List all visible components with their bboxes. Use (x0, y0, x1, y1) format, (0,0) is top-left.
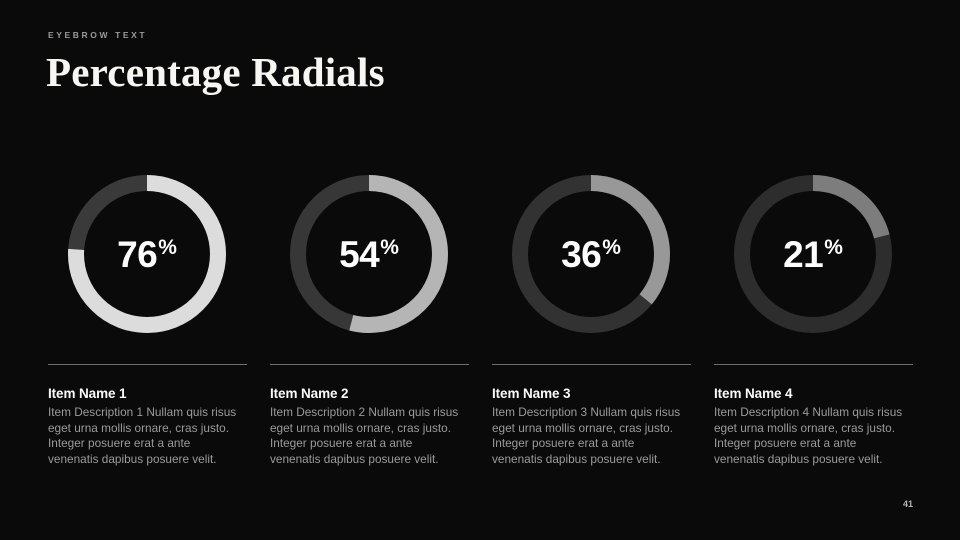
page-number: 41 (902, 499, 913, 509)
page-title: Percentage Radials (46, 49, 385, 95)
percent-label-2: 54 % (290, 175, 448, 333)
donut-chart-2: 54 % (290, 175, 448, 333)
donut-svg-4 (734, 175, 892, 333)
percent-sign-3: % (602, 235, 621, 259)
percent-value-3: 36 (561, 233, 602, 275)
percent-sign-1: % (158, 235, 177, 259)
item-name-2: Item Name 2 (270, 386, 349, 401)
donut-svg-2 (290, 175, 448, 333)
donut-svg-3 (512, 175, 670, 333)
percent-sign-4: % (824, 235, 843, 259)
item-description-1: Item Description 1 Nullam quis risus ege… (48, 405, 237, 466)
percent-sign-2: % (380, 235, 399, 259)
percent-label-3: 36 % (512, 175, 670, 333)
percent-value-4: 21 (783, 233, 824, 275)
donut-chart-4: 21 % (734, 175, 892, 333)
divider (492, 364, 691, 365)
divider (714, 364, 913, 365)
percent-value-1: 76 (117, 233, 158, 275)
item-name-1: Item Name 1 (48, 386, 127, 401)
percent-value-2: 54 (339, 233, 380, 275)
divider (270, 364, 469, 365)
item-description-4: Item Description 4 Nullam quis risus ege… (714, 405, 903, 466)
item-description-3: Item Description 3 Nullam quis risus ege… (492, 405, 681, 466)
donut-svg-1 (68, 175, 226, 333)
divider (48, 364, 247, 365)
item-name-3: Item Name 3 (492, 386, 571, 401)
item-name-4: Item Name 4 (714, 386, 793, 401)
eyebrow-text: EYEBROW TEXT (48, 30, 148, 40)
item-description-2: Item Description 2 Nullam quis risus ege… (270, 405, 459, 466)
percent-label-4: 21 % (734, 175, 892, 333)
percent-label-1: 76 % (68, 175, 226, 333)
donut-chart-3: 36 % (512, 175, 670, 333)
donut-chart-1: 76 % (68, 175, 226, 333)
